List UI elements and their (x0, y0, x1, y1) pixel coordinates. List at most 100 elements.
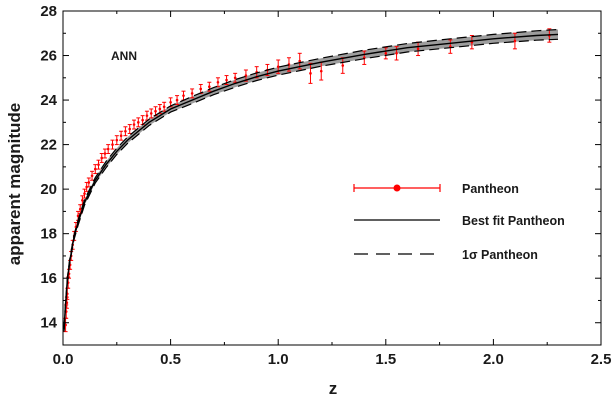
data-point-marker (90, 174, 94, 178)
legend-label-best-fit: Best fit Pantheon (462, 214, 565, 228)
y-tick-label: 22 (40, 137, 57, 154)
data-point (132, 119, 137, 130)
y-tick-label: 26 (40, 48, 57, 65)
best-fit-layer (63, 28, 559, 332)
data-point-marker (145, 114, 149, 117)
data-point-marker (154, 109, 157, 113)
data-point (144, 110, 149, 121)
data-point-marker (103, 152, 107, 155)
x-tick-label: 1.5 (375, 351, 396, 368)
data-point-marker (175, 98, 179, 102)
data-point (162, 101, 167, 112)
data-point-marker (233, 76, 237, 80)
x-tick-label: 0.0 (53, 351, 74, 368)
data-point-marker (199, 87, 203, 91)
legend-item-pantheon: Pantheon (353, 182, 519, 196)
legend-label-pantheon: Pantheon (462, 182, 519, 196)
data-point (114, 135, 119, 146)
data-point-marker (119, 134, 123, 137)
x-tick-label: 2.5 (591, 351, 612, 368)
data-point (175, 95, 180, 106)
x-axis-label: z (329, 379, 338, 398)
legend-item-1sigma: 1σ Pantheon (354, 248, 538, 262)
data-point (308, 62, 313, 84)
data-point (119, 130, 124, 141)
data-point-marker (149, 112, 153, 115)
data-point-marker (78, 207, 82, 211)
y-tick-label: 16 (40, 270, 57, 287)
data-point-marker (137, 121, 140, 124)
data-point-marker (158, 107, 162, 111)
data-point (276, 59, 281, 74)
x-tick-label: 1.0 (268, 351, 289, 368)
data-point-marker (83, 192, 86, 195)
annotation-label: ANN (111, 49, 137, 63)
data-point (102, 148, 107, 159)
data-point-marker (132, 123, 136, 126)
y-tick-label: 20 (40, 181, 57, 198)
data-point (233, 72, 238, 83)
data-point-marker (319, 69, 323, 73)
data-point-marker (216, 80, 220, 84)
data-point-marker (106, 147, 110, 151)
data-point-marker (81, 198, 84, 202)
confidence-band-layer (64, 29, 558, 332)
data-point (127, 124, 132, 134)
data-point-marker (93, 167, 97, 171)
data-point-marker (97, 163, 100, 166)
y-tick-label: 24 (40, 92, 57, 109)
data-point (123, 126, 128, 137)
legend: Pantheon Best fit Pantheon 1σ Pantheon (353, 182, 565, 262)
y-tick-label: 14 (40, 315, 57, 332)
data-point-marker (182, 94, 185, 97)
data-point (110, 139, 115, 150)
data-point-marker (395, 52, 398, 55)
data-points-layer (63, 28, 552, 333)
data-point-marker (128, 127, 132, 131)
data-point-marker (169, 100, 172, 104)
data-point-marker (309, 72, 312, 75)
y-tick-label: 28 (40, 3, 57, 20)
legend-item-best-fit: Best fit Pantheon (354, 214, 565, 228)
data-point-marker (208, 85, 211, 89)
data-point-marker (225, 78, 228, 82)
data-point (215, 77, 220, 88)
data-point-marker (85, 185, 88, 189)
data-point-marker (111, 143, 114, 146)
y-tick-label: 18 (40, 226, 57, 243)
data-point-marker (190, 92, 194, 95)
sigma-band-fill (64, 29, 558, 332)
x-tick-label: 0.5 (160, 351, 181, 368)
data-point (96, 159, 101, 170)
data-point (78, 204, 83, 215)
data-point (99, 153, 104, 163)
data-point (86, 177, 91, 188)
data-point-marker (141, 118, 144, 122)
legend-point-marker (393, 184, 401, 192)
data-point (149, 108, 154, 119)
y-axis-label: apparent magnitude (5, 103, 24, 265)
data-point-marker (87, 181, 91, 184)
x-tick-label: 2.0 (483, 351, 504, 368)
data-point (82, 188, 87, 199)
data-point (136, 117, 141, 128)
data-point (190, 88, 195, 99)
ticks-layer: 0.0 0.5 1.0 1.5 2.0 2.5 14 16 18 20 22 24 26 28 (40, 3, 611, 368)
data-point (93, 164, 98, 175)
data-point-marker (416, 47, 420, 51)
data-point (512, 32, 517, 50)
data-point-marker (115, 138, 119, 142)
data-point (181, 90, 186, 101)
data-point-marker (276, 65, 280, 68)
legend-label-1sigma: 1σ Pantheon (462, 248, 538, 262)
data-point (90, 170, 95, 181)
data-point-marker (162, 105, 166, 109)
data-point (106, 144, 111, 155)
data-point (383, 47, 388, 60)
best-fit-line (63, 33, 559, 330)
data-point-marker (100, 156, 104, 160)
data-point-marker (124, 129, 127, 133)
data-point-marker (513, 39, 517, 43)
data-point-marker (298, 59, 302, 63)
